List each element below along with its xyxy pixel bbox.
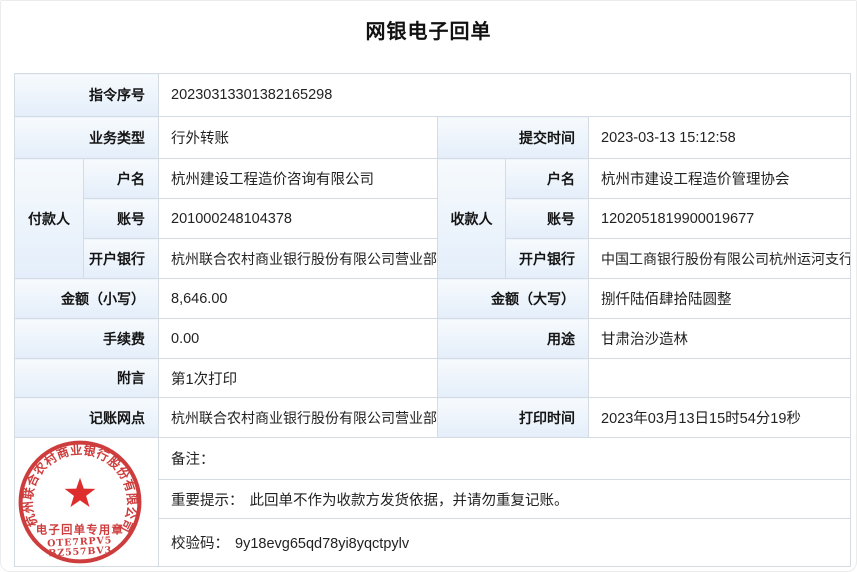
submit-time-value: 2023-03-13 15:12:58 <box>587 116 852 159</box>
payee-bank-label: 开户银行 <box>505 238 589 279</box>
row-important-note: 重要提示： 此回单不作为收款方发货依据，并请勿重复记账。 <box>15 479 852 519</box>
empty-label-cell <box>437 358 589 398</box>
print-time-label: 打印时间 <box>437 397 589 438</box>
payee-account-label: 账号 <box>505 198 589 239</box>
star-icon <box>64 477 96 508</box>
check-code-value: 9y18evg65qd78yi8yqctpylv <box>235 536 410 552</box>
row-account-name: 付款人 户名 杭州建设工程造价咨询有限公司 收款人 户名 杭州市建设工程造价管理… <box>14 158 852 279</box>
seal-bank-name: 杭州联合农村商业银行股份有限公司 <box>21 442 140 534</box>
purpose-value: 甘肃治沙造林 <box>587 318 852 359</box>
fee-value: 0.00 <box>158 318 438 359</box>
payer-account-value: 201000248104378 <box>158 198 438 239</box>
seal-code-line1: OTE7RPV5 <box>47 535 113 549</box>
row-check-code: 校验码： 9y18evg65qd78yi8yqctpylv <box>15 518 852 567</box>
postscript-value: 第1次打印 <box>158 358 438 398</box>
row-business-type: 业务类型 行外转账 提交时间 2023-03-13 15:12:58 <box>14 116 852 159</box>
payer-bank-value: 杭州联合农村商业银行股份有限公司营业部 <box>158 238 438 279</box>
fee-label: 手续费 <box>14 318 159 359</box>
remark-cell: 备注： <box>157 437 852 480</box>
row-instruction: 指令序号 20230313301382165298 <box>14 73 852 117</box>
payer-name-value: 杭州建设工程造价咨询有限公司 <box>158 158 438 199</box>
print-time-value: 2023年03月13日15时54分19秒 <box>587 397 852 438</box>
bank-seal-stamp: 杭州联合农村商业银行股份有限公司 电子回单专用章 OTE7RPV5 BZ557B… <box>18 440 142 564</box>
page-title: 网银电子回单 <box>365 21 492 43</box>
business-type-value: 行外转账 <box>158 116 438 159</box>
payee-group-label: 收款人 <box>437 158 506 279</box>
instruction-value: 20230313301382165298 <box>157 73 852 117</box>
seal-ring <box>18 440 142 564</box>
row-bank: 开户银行 杭州联合农村商业银行股份有限公司营业部 开户银行 中国工商银行股份有限… <box>15 238 852 279</box>
payee-account-value: 1202051819900019677 <box>587 198 852 239</box>
payer-bank-label: 开户银行 <box>83 238 159 279</box>
row-remark: 杭州联合农村商业银行股份有限公司 电子回单专用章 OTE7RPV5 BZ557B… <box>14 437 852 567</box>
amount-words-label: 金额（大写） <box>437 278 589 319</box>
booking-branch-value: 杭州联合农村商业银行股份有限公司营业部 <box>158 397 438 438</box>
instruction-label: 指令序号 <box>14 73 159 117</box>
receipt-table: 指令序号 20230313301382165298 业务类型 行外转账 提交时间… <box>14 73 852 567</box>
payer-name-label: 户名 <box>83 158 159 199</box>
remark-label: 备注： <box>171 452 215 468</box>
seal-title: 电子回单专用章 <box>36 523 124 537</box>
payee-bank-value: 中国工商银行股份有限公司杭州运河支行 <box>587 238 852 279</box>
check-code-cell: 校验码： 9y18evg65qd78yi8yqctpylv <box>157 518 852 567</box>
row-booking-branch: 记账网点 杭州联合农村商业银行股份有限公司营业部 打印时间 2023年03月13… <box>14 397 852 438</box>
stamp-cell: 杭州联合农村商业银行股份有限公司 电子回单专用章 OTE7RPV5 BZ557B… <box>14 437 159 567</box>
payee-name-label: 户名 <box>505 158 589 199</box>
submit-time-label: 提交时间 <box>437 116 589 159</box>
important-note-label: 重要提示： <box>171 492 244 509</box>
row-account-number: 账号 201000248104378 账号 120205181990001967… <box>15 198 852 239</box>
seal-code-line2: BZ557BV3 <box>48 545 112 559</box>
payer-account-label: 账号 <box>83 198 159 239</box>
postscript-label: 附言 <box>14 358 159 398</box>
row-fee: 手续费 0.00 用途 甘肃治沙造林 <box>14 318 852 359</box>
purpose-label: 用途 <box>437 318 589 359</box>
booking-branch-label: 记账网点 <box>14 397 159 438</box>
row-postscript: 附言 第1次打印 <box>14 358 852 398</box>
amount-digits-label: 金额（小写） <box>14 278 159 319</box>
payee-name-value: 杭州市建设工程造价管理协会 <box>587 158 852 199</box>
business-type-label: 业务类型 <box>14 116 159 159</box>
row-amount: 金额（小写） 8,646.00 金额（大写） 捌仟陆佰肆拾陆圆整 <box>14 278 852 319</box>
check-code-label: 校验码： <box>171 536 229 552</box>
amount-digits-value: 8,646.00 <box>158 278 438 319</box>
empty-value-cell <box>587 358 852 398</box>
important-note-value: 此回单不作为收款方发货依据，并请勿重复记账。 <box>249 492 569 509</box>
payer-group-label: 付款人 <box>14 158 84 279</box>
important-note-cell: 重要提示： 此回单不作为收款方发货依据，并请勿重复记账。 <box>157 479 852 519</box>
amount-words-value: 捌仟陆佰肆拾陆圆整 <box>587 278 852 319</box>
